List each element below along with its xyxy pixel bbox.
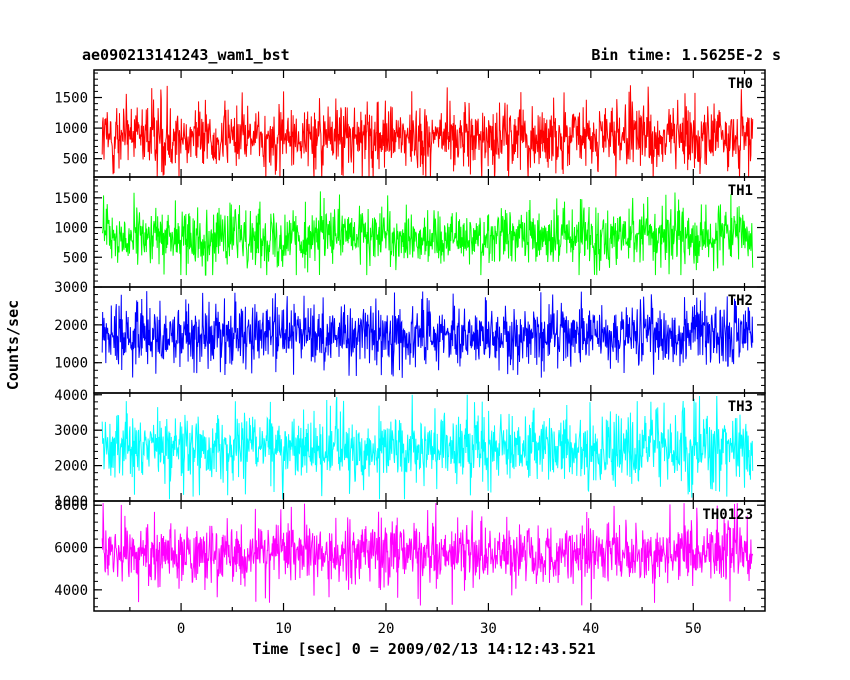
panel-th1: 500 1000 1500 TH1 xyxy=(54,176,766,288)
y-tick-label: 4000 xyxy=(54,388,88,404)
y-tick-label: 500 xyxy=(63,250,88,266)
y-tick-label: 1000 xyxy=(54,494,88,510)
panel-label-th0123: TH0123 xyxy=(702,507,753,523)
series-line-th1 xyxy=(101,191,754,276)
x-tick-label: 10 xyxy=(275,621,292,637)
series-line-th0123 xyxy=(101,503,754,606)
y-tick-label: 500 xyxy=(63,152,88,168)
series-line-th3 xyxy=(101,394,754,500)
x-axis-label: Time [sec] 0 = 2009/02/13 14:12:43.521 xyxy=(252,640,595,658)
y-tick-label: 4000 xyxy=(54,583,88,599)
y-axis-label: Counts/sec xyxy=(4,300,22,390)
x-axis: 0 10 20 30 40 50 xyxy=(177,621,702,637)
panel-label-th1: TH1 xyxy=(728,183,753,199)
x-tick-label: 20 xyxy=(378,621,395,637)
y-tick-label: 1000 xyxy=(54,356,88,372)
y-tick-label: 2000 xyxy=(54,459,88,475)
x-tick-label: 30 xyxy=(480,621,497,637)
panel-label-th0: TH0 xyxy=(728,76,753,92)
panels-group: 500 1000 1500 TH0 500 1000 1500 TH1 1000 2000 3000… xyxy=(54,69,766,612)
y-tick-label: 1500 xyxy=(54,191,88,207)
y-tick-label: 3000 xyxy=(54,423,88,439)
x-tick-label: 0 xyxy=(177,621,185,637)
panel-th0: 500 1000 1500 TH0 xyxy=(54,69,766,178)
bin-time-label: Bin time: 1.5625E-2 s xyxy=(591,46,781,64)
x-tick-label: 50 xyxy=(685,621,702,637)
chart-title: ae090213141243_wam1_bst xyxy=(82,46,290,64)
y-tick-label: 8000 xyxy=(54,498,88,514)
series-line-th0 xyxy=(101,85,754,177)
y-tick-label: 3000 xyxy=(54,280,88,296)
y-tick-label: 1500 xyxy=(54,91,88,107)
y-tick-label: 2000 xyxy=(54,318,88,334)
y-tick-label: 1000 xyxy=(54,221,88,237)
series-line-th2 xyxy=(101,291,754,378)
panel-th2: 1000 2000 3000 TH2 xyxy=(54,280,766,394)
y-tick-label: 6000 xyxy=(54,541,88,557)
y-tick-label: 1000 xyxy=(54,121,88,137)
x-tick-label: 40 xyxy=(582,621,599,637)
panel-label-th2: TH2 xyxy=(728,293,753,309)
panel-th0123: 4000 6000 8000 TH0123 xyxy=(54,498,766,612)
panel-label-th3: TH3 xyxy=(728,399,753,415)
panel-th3: 1000 2000 3000 4000 TH3 xyxy=(54,388,766,510)
